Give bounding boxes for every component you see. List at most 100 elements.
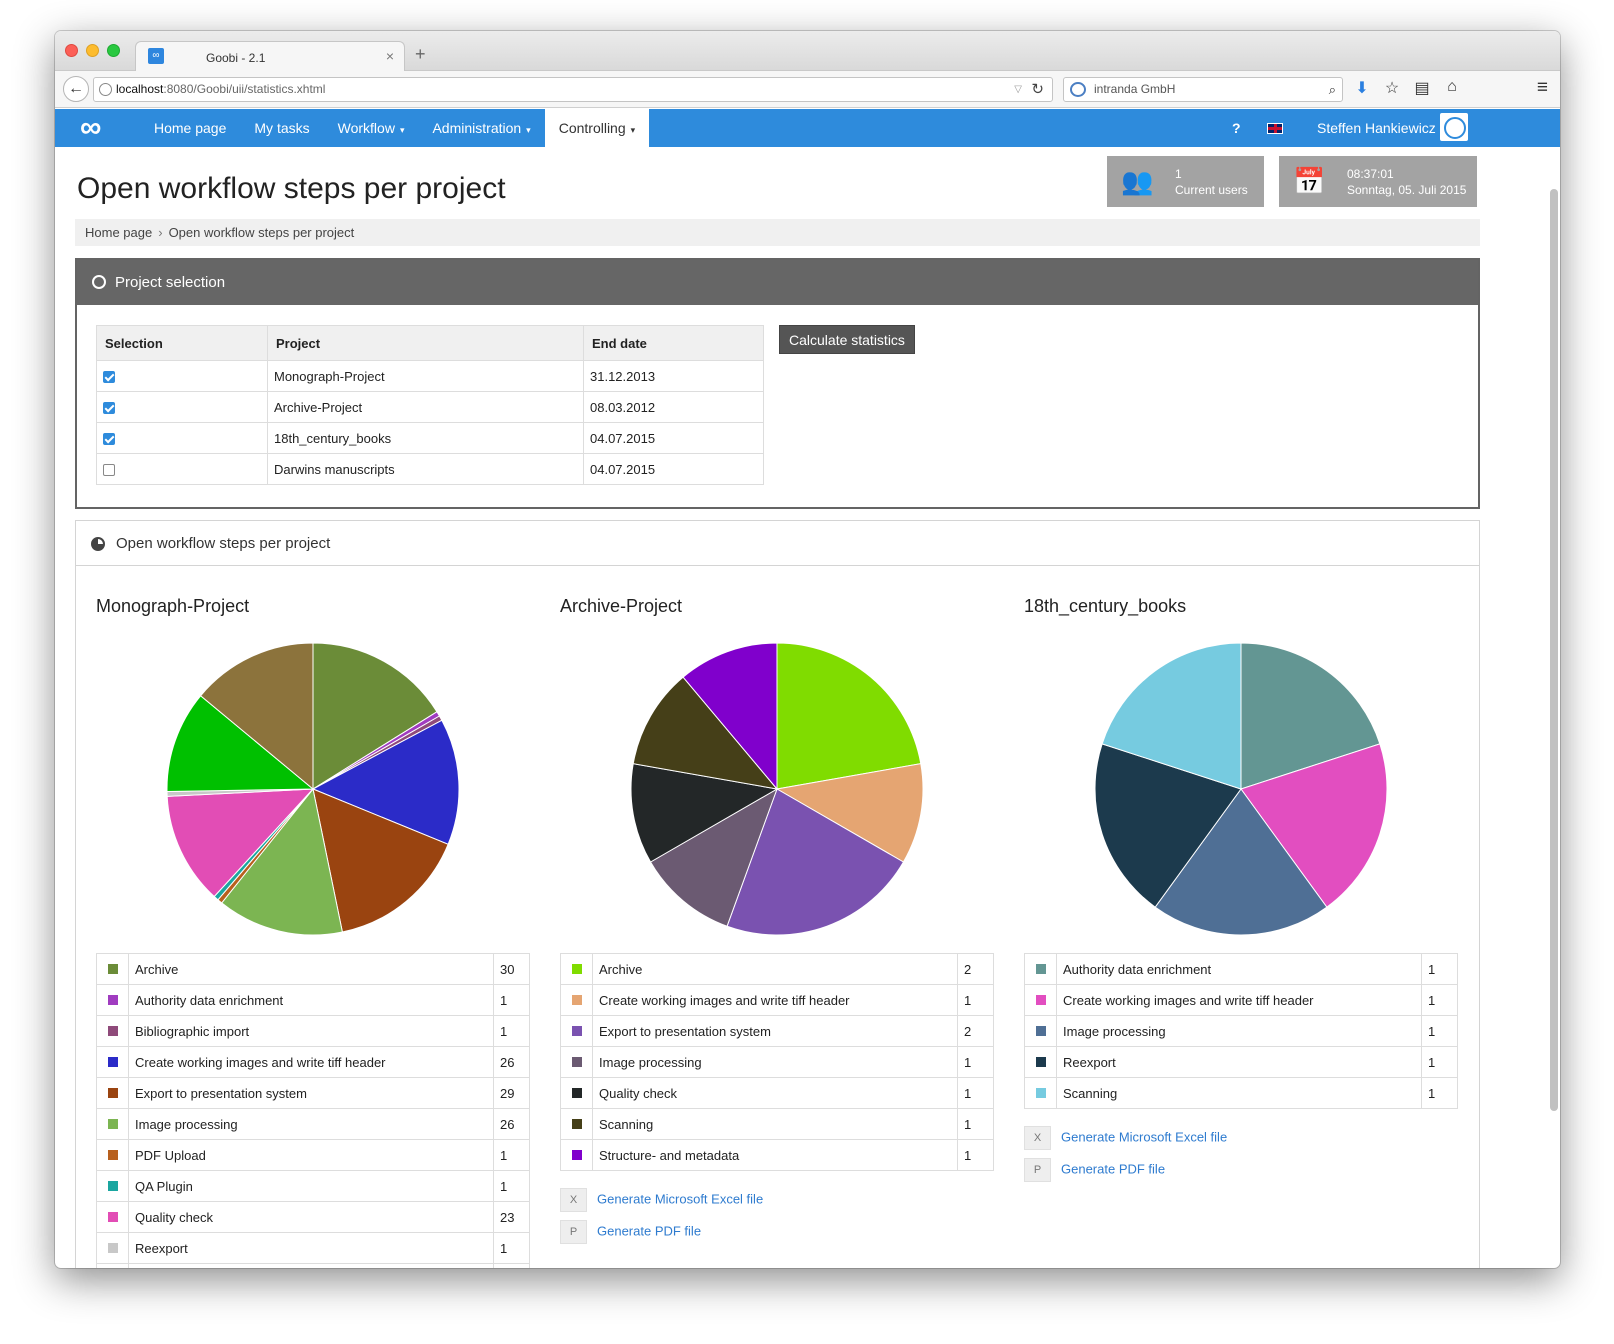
legend-count: 1	[493, 1139, 530, 1171]
project-checkbox[interactable]	[103, 433, 115, 446]
legend-label: Create working images and write tiff hea…	[128, 1046, 494, 1078]
project-checkbox[interactable]	[103, 464, 115, 477]
users-count: 1	[1175, 167, 1182, 181]
new-tab-icon[interactable]: +	[415, 44, 426, 64]
excel-file-icon: X	[560, 1188, 587, 1212]
end-date: 31.12.2013	[583, 360, 764, 392]
pie-slice[interactable]	[775, 763, 924, 863]
generate-pdf-label: Generate PDF file	[597, 1223, 702, 1239]
legend-label: Archive	[128, 953, 494, 985]
bookmark-star-icon[interactable]: ☆	[1384, 80, 1400, 97]
pie-slice[interactable]	[776, 642, 922, 790]
breadcrumb-home[interactable]: Home page	[85, 225, 153, 240]
legend-count: 1	[957, 1046, 994, 1078]
legend-row: Quality check 23	[96, 1201, 530, 1233]
current-time: 08:37:01	[1347, 167, 1394, 181]
pie-slice[interactable]	[1094, 743, 1242, 908]
home-icon[interactable]: ⌂	[1447, 78, 1457, 95]
search-bar[interactable]: intranda GmbH ⌕	[1063, 77, 1343, 102]
pie-slice[interactable]	[1240, 642, 1381, 790]
pie-slice[interactable]	[312, 788, 449, 933]
scrollbar[interactable]	[1550, 189, 1558, 1111]
legend-swatch-cell	[96, 1015, 129, 1047]
generate-pdf-label: Generate PDF file	[1061, 1161, 1166, 1177]
goobi-logo-icon[interactable]: ∞	[80, 111, 102, 144]
browser-tab[interactable]: ∞ Goobi - 2.1 ×	[135, 41, 405, 72]
legend-swatch-cell	[1024, 984, 1057, 1016]
reading-list-icon[interactable]: ▤	[1414, 80, 1430, 97]
nav-workflow[interactable]: Workflow ▾	[324, 109, 419, 147]
browser-toolbar: ← localhost:8080/Goobi/uii/statistics.xh…	[55, 71, 1560, 108]
legend-count: 1	[493, 1232, 530, 1264]
nav-my-tasks[interactable]: My tasks	[254, 120, 310, 136]
pie-slice[interactable]	[726, 788, 905, 936]
help-icon[interactable]: ?	[1232, 120, 1241, 136]
pie-slice[interactable]	[1101, 642, 1242, 790]
url-dropdown-icon[interactable]: ▽	[1014, 84, 1022, 95]
reload-icon[interactable]: ↻	[1031, 81, 1044, 98]
users-icon: 👥	[1121, 166, 1154, 196]
project-checkbox[interactable]	[103, 371, 115, 384]
generate-pdf-link[interactable]: P Generate PDF file	[560, 1220, 701, 1244]
uk-flag-icon[interactable]	[1267, 123, 1283, 134]
calculate-statistics-button[interactable]: Calculate statistics	[779, 325, 915, 354]
legend-label: QA Plugin	[128, 1170, 494, 1202]
nav-controlling[interactable]: Controlling ▾	[544, 109, 650, 147]
pie-slice[interactable]	[649, 787, 778, 927]
current-users-widget: 👥 1 Current users	[1107, 156, 1264, 207]
legend-count: 1	[493, 1170, 530, 1202]
pie-slice[interactable]	[682, 642, 778, 791]
project-name: Archive-Project	[267, 391, 584, 423]
legend-count: 29	[493, 1077, 530, 1109]
pie-slice[interactable]	[199, 642, 314, 791]
legend-row: Create working images and write tiff hea…	[1024, 984, 1458, 1016]
pie-slice[interactable]	[311, 719, 460, 845]
generate-excel-link[interactable]: X Generate Microsoft Excel file	[560, 1188, 763, 1212]
legend-row: Image processing 1	[560, 1046, 994, 1078]
legend-row: Export to presentation system 2	[560, 1015, 994, 1047]
generate-excel-link[interactable]: X Generate Microsoft Excel file	[1024, 1126, 1227, 1150]
back-icon[interactable]: ←	[63, 76, 89, 102]
legend-label: Quality check	[592, 1077, 958, 1109]
nav-administration[interactable]: Administration ▾	[418, 109, 544, 147]
legend-row: Authority data enrichment 1	[96, 984, 530, 1016]
legend-swatch-cell	[1024, 1015, 1057, 1047]
pie-slice[interactable]	[1240, 743, 1388, 908]
legend-swatch	[107, 1056, 118, 1067]
legend-label: Scanning	[1056, 1077, 1422, 1109]
project-checkbox[interactable]	[103, 402, 115, 415]
pie-slice[interactable]	[630, 763, 779, 863]
end-date: 04.07.2015	[583, 453, 764, 485]
close-tab-icon[interactable]: ×	[385, 48, 394, 64]
minimize-window-button[interactable]	[86, 44, 99, 57]
pie-slice[interactable]	[1154, 788, 1328, 936]
pie-slice[interactable]	[166, 788, 315, 898]
legend-swatch-cell	[96, 1263, 129, 1268]
legend-row: PDF Upload 1	[96, 1139, 530, 1171]
legend-label: Image processing	[128, 1108, 494, 1140]
legend-label: Export to presentation system	[128, 1077, 494, 1109]
legend-row: Export to presentation system 29	[96, 1077, 530, 1109]
table-row: 18th_century_books 04.07.2015	[96, 422, 764, 454]
pie-slice[interactable]	[166, 695, 315, 792]
menu-icon[interactable]: ≡	[1536, 77, 1548, 98]
legend-swatch	[1035, 994, 1046, 1005]
url-bar[interactable]: localhost:8080/Goobi/uii/statistics.xhtm…	[93, 77, 1053, 102]
legend-row: Reexport 1	[96, 1232, 530, 1264]
close-window-button[interactable]	[65, 44, 78, 57]
zoom-window-button[interactable]	[107, 44, 120, 57]
pie-slice[interactable]	[632, 676, 779, 790]
nav-home[interactable]: Home page	[154, 120, 227, 136]
pie-slice[interactable]	[312, 642, 438, 790]
search-icon[interactable]: ⌕	[1328, 82, 1336, 97]
legend-swatch	[107, 1211, 118, 1222]
user-avatar-icon[interactable]	[1440, 113, 1468, 141]
pie-slice[interactable]	[220, 787, 343, 936]
user-name[interactable]: Steffen Hankiewicz	[1317, 120, 1436, 136]
date-widget: 📅 08:37:01 Sonntag, 05. Juli 2015	[1279, 156, 1477, 207]
chart-title: 18th_century_books	[1024, 596, 1187, 616]
legend-swatch	[107, 1242, 118, 1253]
download-icon[interactable]: ⬇	[1355, 80, 1369, 97]
generate-pdf-link[interactable]: P Generate PDF file	[1024, 1158, 1165, 1182]
search-engine-icon[interactable]	[1070, 82, 1086, 97]
